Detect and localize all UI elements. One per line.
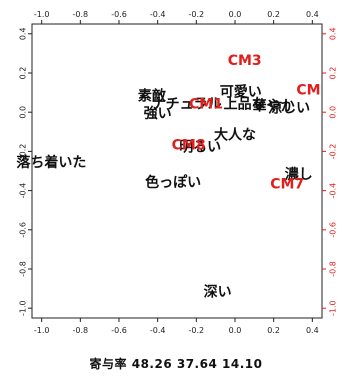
term-label: 濃し — [285, 166, 313, 183]
term-label: 深い — [204, 284, 232, 301]
tick-label-bottom: 0.2 — [267, 326, 280, 335]
term-label: 大人な — [214, 127, 256, 144]
term-label: 明るい — [179, 139, 221, 155]
cm-label: CM7 — [270, 177, 304, 193]
tick-label-top: -1.0 — [34, 10, 50, 19]
tick-label-top: 0.2 — [267, 10, 280, 19]
tick-label-left: 0.0 — [19, 106, 28, 119]
plot-frame — [31, 23, 323, 319]
tick-label-bottom: -1.0 — [34, 326, 50, 335]
tick-label-top: 0.0 — [229, 10, 242, 19]
tick-label-bottom: 0.0 — [229, 326, 242, 335]
tick-label-top: -0.4 — [150, 10, 166, 19]
tick-label-left: -0.2 — [19, 144, 28, 160]
cm-label: CM8 — [172, 138, 206, 154]
tick-label-right: 0.2 — [329, 67, 338, 80]
tick-label-right: -0.6 — [329, 222, 338, 238]
tick-label-left: -1.0 — [19, 300, 28, 316]
contribution-caption: 寄与率 48.26 37.64 14.10 — [89, 357, 263, 371]
term-label: 可愛い — [220, 84, 262, 101]
tick-label-left: 0.4 — [19, 27, 28, 40]
tick-label-left: -0.4 — [19, 183, 28, 199]
term-label: 華やか — [253, 97, 295, 114]
term-label: 涼しい — [268, 99, 310, 116]
cm-label: CM — [296, 83, 320, 99]
term-label: 強い — [144, 105, 172, 122]
tick-label-left: 0.2 — [19, 67, 28, 80]
tick-label-right: -0.8 — [329, 261, 338, 277]
tick-label-left: -0.6 — [19, 222, 28, 238]
tick-label-bottom: -0.4 — [150, 326, 166, 335]
tick-label-right: -0.2 — [329, 144, 338, 160]
tick-label-right: -0.4 — [329, 183, 338, 199]
term-label: 色っぽい — [145, 174, 201, 191]
chart-svg: -1.0 -1.0 -0.8 -0.8 -0.6 -0.6 -0.4 -0.4 -0.2 -0.2… — [16, 10, 338, 335]
tick-label-bottom: -0.2 — [189, 326, 205, 335]
cm-label: CM3 — [228, 53, 262, 69]
tick-label-bottom: 0.4 — [306, 326, 319, 335]
tick-label-top: -0.8 — [73, 10, 89, 19]
term-label: 落ち着いた — [16, 154, 86, 171]
tick-label-bottom: -0.8 — [73, 326, 89, 335]
tick-label-bottom: -0.6 — [111, 326, 127, 335]
tick-label-top: -0.6 — [111, 10, 127, 19]
tick-group: -1.0 -1.0 -0.8 -0.8 -0.6 -0.6 -0.4 -0.4 -0.2 -0.2… — [19, 10, 338, 335]
tick-label-top: 0.4 — [306, 10, 319, 19]
term-label: 上品な — [224, 96, 266, 112]
term-label: ナチュラル — [152, 96, 222, 112]
tick-label-right: -1.0 — [329, 300, 338, 316]
tick-label-right: 0.0 — [329, 106, 338, 119]
tick-label-left: -0.8 — [19, 261, 28, 277]
cm-label: CM1 — [189, 96, 223, 112]
tick-label-right: 0.4 — [329, 27, 338, 40]
term-label: 素敵 — [138, 88, 167, 105]
tick-label-top: -0.2 — [189, 10, 205, 19]
